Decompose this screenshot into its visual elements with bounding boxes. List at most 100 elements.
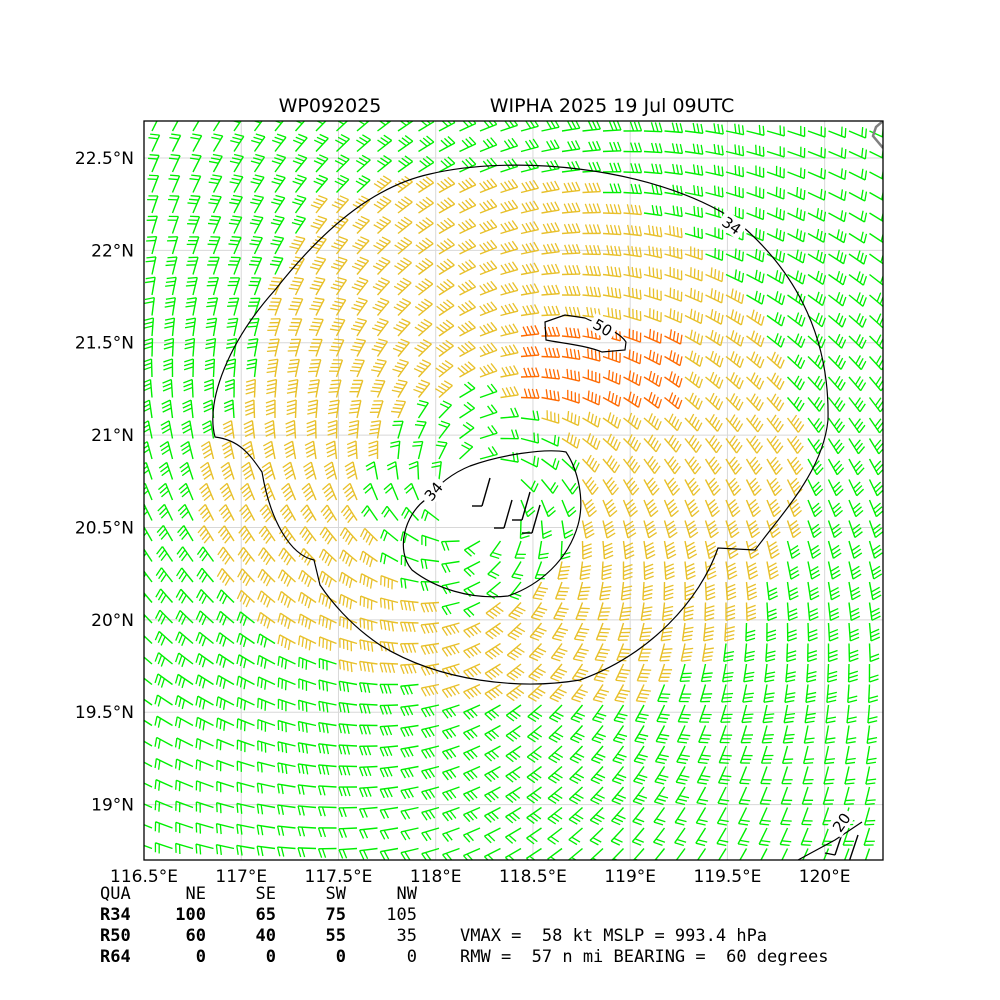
wind-barb (184, 337, 196, 357)
wind-barb (654, 766, 669, 785)
wind-barb (304, 440, 317, 460)
wind-barb (399, 621, 419, 633)
wind-barb (195, 822, 214, 834)
wind-barb (174, 716, 194, 729)
wind-barb (725, 351, 744, 369)
wind-barb (869, 334, 883, 350)
wind-barb (463, 786, 481, 802)
wind-barb (195, 780, 214, 792)
wind-barb (740, 725, 754, 744)
wind-barb (612, 725, 628, 744)
wind-barb (270, 235, 285, 255)
wind-barb (704, 413, 723, 432)
wind-barb (154, 736, 173, 749)
wind-barb (787, 312, 806, 327)
wind-barb (371, 358, 387, 378)
wind-barb (620, 581, 633, 601)
wind-barb (358, 703, 378, 714)
wind-barb (322, 482, 338, 502)
wind-barb (418, 135, 435, 153)
wind-barb (704, 456, 722, 475)
wind-barb (159, 441, 174, 460)
wind-barb (250, 174, 265, 193)
wind-barb (435, 380, 453, 399)
wind-barb (530, 602, 548, 621)
wind-barb (457, 340, 476, 358)
wind-barb (236, 632, 255, 648)
wind-barb (705, 350, 724, 368)
wind-barb (643, 498, 659, 518)
wind-barb (869, 313, 883, 329)
wind-barb (438, 156, 456, 173)
wind-barb (827, 561, 841, 580)
wind-barb (869, 210, 883, 223)
wind-barb (615, 663, 631, 683)
wind-barb (283, 440, 297, 460)
wind-barb (623, 266, 642, 279)
wind-barb (338, 701, 358, 714)
wind-barb (520, 241, 540, 255)
wind-barb (745, 498, 761, 518)
wind-barb (365, 461, 379, 480)
wind-barb (684, 164, 704, 176)
wind-barb (520, 179, 540, 194)
wind-barb (848, 561, 862, 580)
wind-barb (215, 653, 235, 668)
table-cell: 0 (266, 947, 276, 967)
wind-barb (146, 235, 158, 255)
wind-barb (394, 196, 413, 214)
wind-barb (766, 125, 785, 137)
wind-barb (724, 622, 735, 642)
wind-barb (716, 827, 729, 847)
wind-barb (323, 461, 338, 480)
wind-barb (167, 215, 180, 234)
wind-barb (372, 277, 391, 296)
wind-barb (704, 435, 723, 454)
wind-barb (436, 197, 456, 214)
wind-barb (698, 725, 712, 744)
wind-barb (663, 434, 682, 453)
wind-barb (864, 786, 876, 806)
wind-barb (164, 317, 176, 337)
wind-barb (766, 581, 778, 601)
wind-barb (848, 210, 868, 223)
wind-barb (215, 823, 235, 835)
wind-barb (184, 317, 197, 337)
wind-barb (264, 419, 276, 439)
wind-barb (277, 634, 296, 651)
wind-barb (483, 847, 501, 860)
wind-barb (144, 337, 154, 357)
wind-barb (420, 622, 440, 634)
wind-contours (212, 121, 883, 860)
wind-barb (287, 338, 302, 357)
wind-barb (414, 420, 427, 439)
wind-barb (310, 215, 328, 234)
wind-barb (505, 704, 522, 722)
wind-barb (500, 199, 519, 214)
wind-barb (766, 393, 785, 412)
wind-barb (163, 358, 174, 378)
wind-barb (592, 684, 610, 703)
wind-barb (144, 399, 153, 419)
wind-barb (435, 360, 454, 378)
wind-barb (717, 766, 732, 785)
wind-barb (250, 153, 266, 173)
wind-barb (582, 286, 602, 298)
wind-barb (421, 534, 440, 547)
wind-barb (180, 441, 194, 460)
wind-barb (162, 378, 174, 398)
wind-barb (236, 844, 255, 856)
wind-barb (380, 529, 399, 542)
wind-barb (863, 827, 875, 846)
wind-barb (745, 477, 762, 497)
wind-barb (249, 215, 264, 234)
wind-barb (420, 683, 440, 697)
wind-barb (623, 307, 642, 322)
wind-barb (338, 806, 358, 818)
wind-barb (479, 157, 498, 173)
wind-barb (394, 236, 413, 255)
wind-barb (420, 580, 440, 592)
wind-barb (846, 704, 857, 724)
wind-barb (633, 745, 648, 765)
wind-barb (215, 674, 235, 689)
